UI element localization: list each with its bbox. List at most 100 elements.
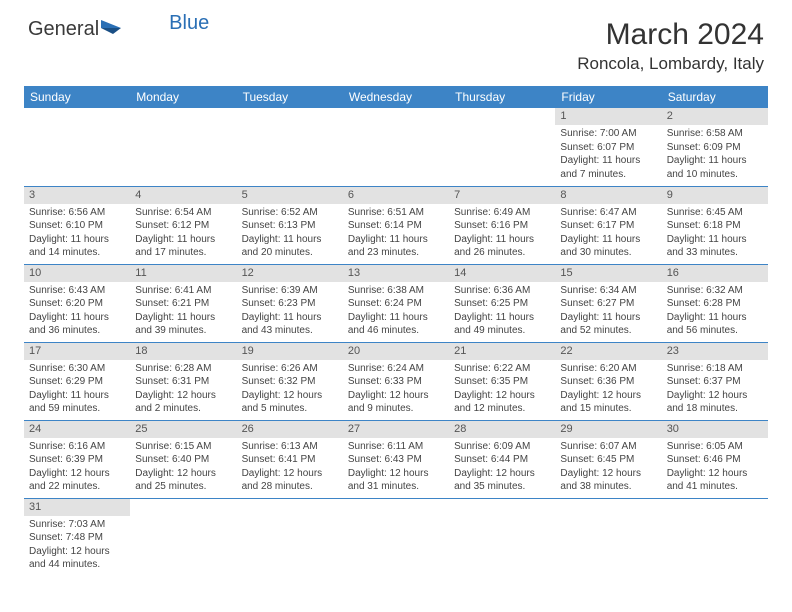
day-details: Sunrise: 6:32 AMSunset: 6:28 PMDaylight:…: [662, 282, 768, 341]
weekday-header: Monday: [130, 86, 236, 108]
calendar-table: SundayMondayTuesdayWednesdayThursdayFrid…: [24, 86, 768, 576]
day-number: 12: [237, 265, 343, 282]
day-details: Sunrise: 6:11 AMSunset: 6:43 PMDaylight:…: [343, 438, 449, 497]
calendar-day-cell: 18Sunrise: 6:28 AMSunset: 6:31 PMDayligh…: [130, 342, 236, 420]
day-details: Sunrise: 6:36 AMSunset: 6:25 PMDaylight:…: [449, 282, 555, 341]
logo-text-blue: Blue: [169, 12, 209, 35]
calendar-day-cell: 5Sunrise: 6:52 AMSunset: 6:13 PMDaylight…: [237, 186, 343, 264]
day-number: 6: [343, 187, 449, 204]
calendar-day-cell: 20Sunrise: 6:24 AMSunset: 6:33 PMDayligh…: [343, 342, 449, 420]
calendar-week-row: 17Sunrise: 6:30 AMSunset: 6:29 PMDayligh…: [24, 342, 768, 420]
calendar-day-cell: 28Sunrise: 6:09 AMSunset: 6:44 PMDayligh…: [449, 420, 555, 498]
day-number: 18: [130, 343, 236, 360]
location-subtitle: Roncola, Lombardy, Italy: [577, 54, 764, 74]
day-number: 31: [24, 499, 130, 516]
calendar-day-cell: 25Sunrise: 6:15 AMSunset: 6:40 PMDayligh…: [130, 420, 236, 498]
calendar-day-cell: 30Sunrise: 6:05 AMSunset: 6:46 PMDayligh…: [662, 420, 768, 498]
calendar-empty-cell: [24, 108, 130, 186]
calendar-day-cell: 4Sunrise: 6:54 AMSunset: 6:12 PMDaylight…: [130, 186, 236, 264]
calendar-empty-cell: [555, 498, 661, 576]
day-details: Sunrise: 6:38 AMSunset: 6:24 PMDaylight:…: [343, 282, 449, 341]
calendar-empty-cell: [343, 108, 449, 186]
calendar-empty-cell: [449, 108, 555, 186]
weekday-header-row: SundayMondayTuesdayWednesdayThursdayFrid…: [24, 86, 768, 108]
day-details: Sunrise: 6:51 AMSunset: 6:14 PMDaylight:…: [343, 204, 449, 263]
calendar-day-cell: 1Sunrise: 7:00 AMSunset: 6:07 PMDaylight…: [555, 108, 661, 186]
calendar-day-cell: 2Sunrise: 6:58 AMSunset: 6:09 PMDaylight…: [662, 108, 768, 186]
calendar-day-cell: 14Sunrise: 6:36 AMSunset: 6:25 PMDayligh…: [449, 264, 555, 342]
day-details: Sunrise: 6:45 AMSunset: 6:18 PMDaylight:…: [662, 204, 768, 263]
calendar-day-cell: 7Sunrise: 6:49 AMSunset: 6:16 PMDaylight…: [449, 186, 555, 264]
day-number: 10: [24, 265, 130, 282]
calendar-empty-cell: [662, 498, 768, 576]
calendar-day-cell: 29Sunrise: 6:07 AMSunset: 6:45 PMDayligh…: [555, 420, 661, 498]
calendar-day-cell: 13Sunrise: 6:38 AMSunset: 6:24 PMDayligh…: [343, 264, 449, 342]
day-details: Sunrise: 6:34 AMSunset: 6:27 PMDaylight:…: [555, 282, 661, 341]
day-details: Sunrise: 6:16 AMSunset: 6:39 PMDaylight:…: [24, 438, 130, 497]
calendar-day-cell: 16Sunrise: 6:32 AMSunset: 6:28 PMDayligh…: [662, 264, 768, 342]
day-number: 28: [449, 421, 555, 438]
calendar-day-cell: 31Sunrise: 7:03 AMSunset: 7:48 PMDayligh…: [24, 498, 130, 576]
day-number: 21: [449, 343, 555, 360]
calendar-day-cell: 27Sunrise: 6:11 AMSunset: 6:43 PMDayligh…: [343, 420, 449, 498]
day-details: Sunrise: 6:26 AMSunset: 6:32 PMDaylight:…: [237, 360, 343, 419]
day-details: Sunrise: 6:24 AMSunset: 6:33 PMDaylight:…: [343, 360, 449, 419]
calendar-day-cell: 22Sunrise: 6:20 AMSunset: 6:36 PMDayligh…: [555, 342, 661, 420]
calendar-week-row: 3Sunrise: 6:56 AMSunset: 6:10 PMDaylight…: [24, 186, 768, 264]
day-number: 23: [662, 343, 768, 360]
day-details: Sunrise: 6:09 AMSunset: 6:44 PMDaylight:…: [449, 438, 555, 497]
logo-text-general: General: [28, 18, 99, 41]
day-number: 20: [343, 343, 449, 360]
weekday-header: Sunday: [24, 86, 130, 108]
calendar-week-row: 1Sunrise: 7:00 AMSunset: 6:07 PMDaylight…: [24, 108, 768, 186]
logo: General Blue: [28, 18, 209, 41]
day-details: Sunrise: 6:13 AMSunset: 6:41 PMDaylight:…: [237, 438, 343, 497]
day-number: 17: [24, 343, 130, 360]
calendar-empty-cell: [449, 498, 555, 576]
day-number: 4: [130, 187, 236, 204]
calendar-day-cell: 17Sunrise: 6:30 AMSunset: 6:29 PMDayligh…: [24, 342, 130, 420]
calendar-week-row: 10Sunrise: 6:43 AMSunset: 6:20 PMDayligh…: [24, 264, 768, 342]
calendar-empty-cell: [130, 498, 236, 576]
day-details: Sunrise: 6:18 AMSunset: 6:37 PMDaylight:…: [662, 360, 768, 419]
day-number: 25: [130, 421, 236, 438]
day-number: 15: [555, 265, 661, 282]
weekday-header: Tuesday: [237, 86, 343, 108]
day-number: 1: [555, 108, 661, 125]
day-number: 30: [662, 421, 768, 438]
day-number: 7: [449, 187, 555, 204]
day-number: 19: [237, 343, 343, 360]
calendar-day-cell: 24Sunrise: 6:16 AMSunset: 6:39 PMDayligh…: [24, 420, 130, 498]
day-number: 2: [662, 108, 768, 125]
day-number: 16: [662, 265, 768, 282]
day-details: Sunrise: 7:00 AMSunset: 6:07 PMDaylight:…: [555, 125, 661, 184]
weekday-header: Saturday: [662, 86, 768, 108]
day-number: 14: [449, 265, 555, 282]
calendar-day-cell: 10Sunrise: 6:43 AMSunset: 6:20 PMDayligh…: [24, 264, 130, 342]
day-number: 5: [237, 187, 343, 204]
calendar-day-cell: 8Sunrise: 6:47 AMSunset: 6:17 PMDaylight…: [555, 186, 661, 264]
calendar-week-row: 31Sunrise: 7:03 AMSunset: 7:48 PMDayligh…: [24, 498, 768, 576]
day-details: Sunrise: 6:52 AMSunset: 6:13 PMDaylight:…: [237, 204, 343, 263]
day-details: Sunrise: 6:56 AMSunset: 6:10 PMDaylight:…: [24, 204, 130, 263]
day-number: 26: [237, 421, 343, 438]
day-details: Sunrise: 6:30 AMSunset: 6:29 PMDaylight:…: [24, 360, 130, 419]
weekday-header: Wednesday: [343, 86, 449, 108]
calendar-day-cell: 12Sunrise: 6:39 AMSunset: 6:23 PMDayligh…: [237, 264, 343, 342]
calendar-day-cell: 11Sunrise: 6:41 AMSunset: 6:21 PMDayligh…: [130, 264, 236, 342]
day-details: Sunrise: 6:58 AMSunset: 6:09 PMDaylight:…: [662, 125, 768, 184]
day-number: 24: [24, 421, 130, 438]
calendar-empty-cell: [237, 498, 343, 576]
day-number: 3: [24, 187, 130, 204]
day-number: 22: [555, 343, 661, 360]
weekday-header: Thursday: [449, 86, 555, 108]
calendar-day-cell: 15Sunrise: 6:34 AMSunset: 6:27 PMDayligh…: [555, 264, 661, 342]
day-details: Sunrise: 6:28 AMSunset: 6:31 PMDaylight:…: [130, 360, 236, 419]
calendar-day-cell: 19Sunrise: 6:26 AMSunset: 6:32 PMDayligh…: [237, 342, 343, 420]
page-header: General Blue March 2024 Roncola, Lombard…: [0, 0, 792, 82]
day-details: Sunrise: 6:15 AMSunset: 6:40 PMDaylight:…: [130, 438, 236, 497]
calendar-day-cell: 26Sunrise: 6:13 AMSunset: 6:41 PMDayligh…: [237, 420, 343, 498]
day-number: 13: [343, 265, 449, 282]
day-details: Sunrise: 6:41 AMSunset: 6:21 PMDaylight:…: [130, 282, 236, 341]
calendar-day-cell: 3Sunrise: 6:56 AMSunset: 6:10 PMDaylight…: [24, 186, 130, 264]
